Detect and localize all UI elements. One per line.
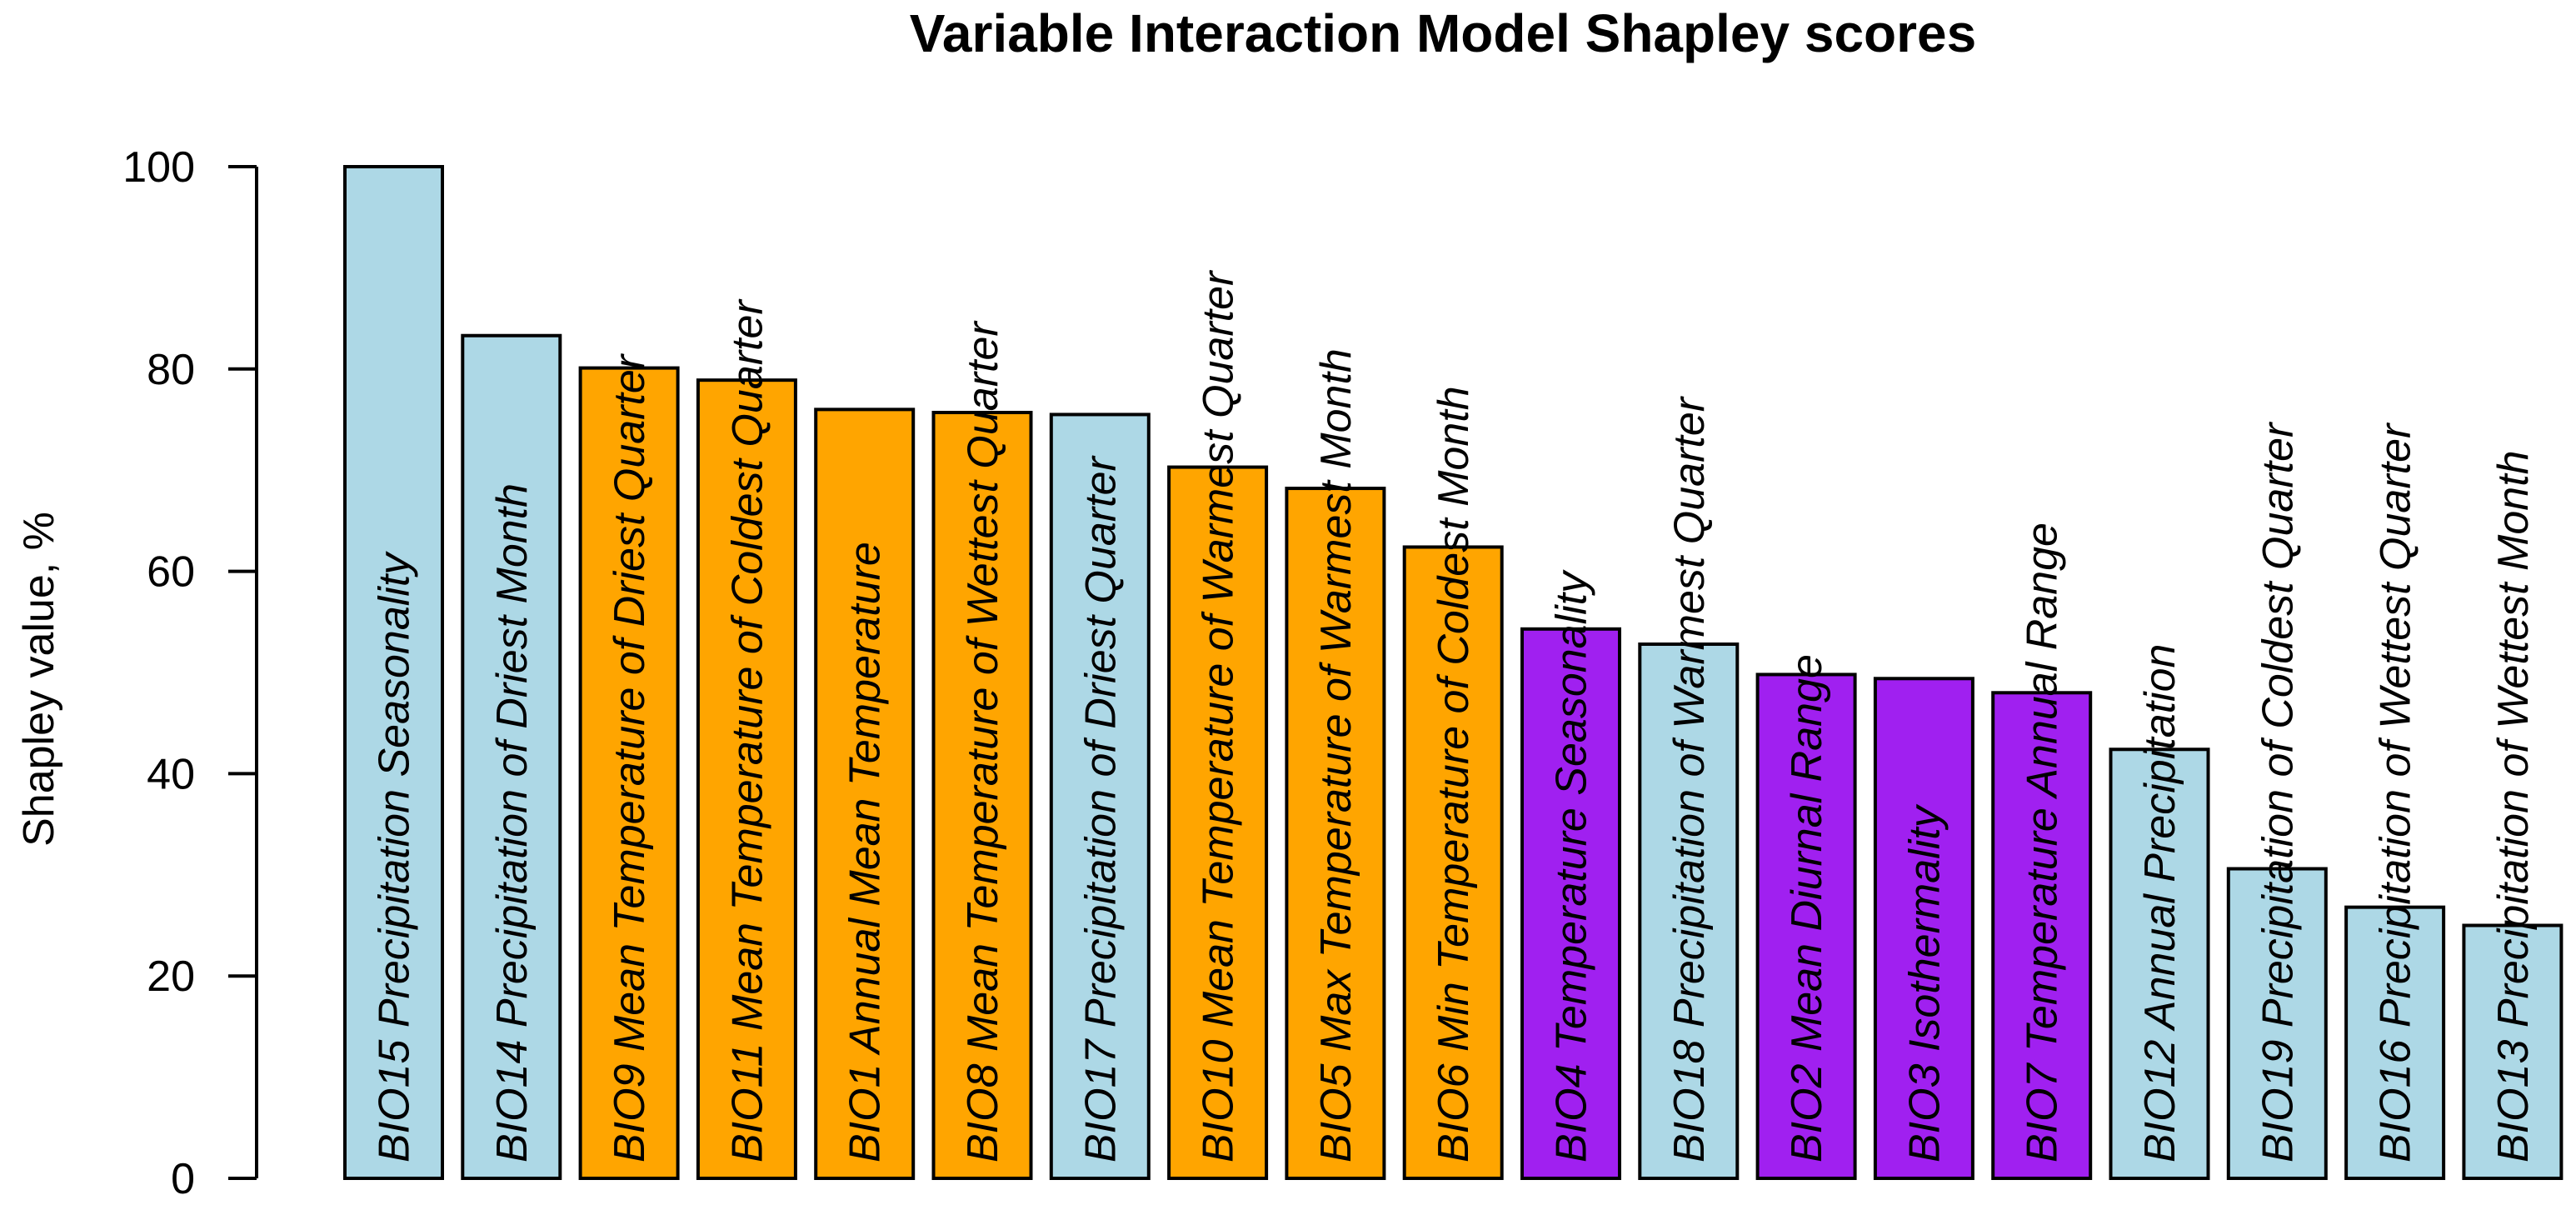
bar [814,408,916,1180]
bar-label: BIO18 Precipitation of Warmest Quarter [1665,395,1714,1162]
bar [1991,691,2093,1180]
bar [461,333,562,1181]
bar-label: BIO7 Temperature Annual Range [2019,522,2067,1162]
bar-label: BIO1 Annual Mean Temperature [841,542,890,1162]
y-tick-label: 60 [147,548,195,597]
bar [1873,677,1974,1180]
bar [1638,642,1740,1180]
chart-title: Variable Interaction Model Shapley score… [910,3,1976,63]
bar [2344,905,2446,1180]
bar [578,366,680,1180]
bar-label: BIO5 Max Temperature of Warmest Month [1312,348,1360,1162]
bar-label: BIO15 Precipitation Seasonality [371,551,419,1162]
bar-series [343,165,2564,1181]
bar-label: BIO16 Precipitation of Wettest Quarter [2372,422,2420,1162]
y-axis-ticks: 0 20 40 60 80 100 [122,143,257,1203]
bar [1520,627,1621,1180]
bar-label: BIO17 Precipitation of Driest Quarter [1076,455,1125,1162]
bar-label: BIO19 Precipitation of Coldest Quarter [2254,421,2302,1162]
bar [2226,867,2328,1180]
bar [1285,487,1386,1180]
bar [696,378,797,1180]
bar [1402,545,1504,1180]
bar-label: BIO9 Mean Temperature of Driest Quarter [606,352,654,1162]
bar-label: BIO3 Isothermality [1900,803,1949,1162]
bar-label: BIO11 Mean Temperature of Coldest Quarte… [723,298,771,1162]
bar-label: BIO2 Mean Diurnal Range [1783,654,1831,1162]
y-tick-label: 40 [147,750,195,798]
bar-label: BIO4 Temperature Seasonality [1548,569,1596,1162]
bar-label: BIO12 Annual Precipitation [2136,644,2184,1162]
bar [1049,412,1151,1180]
bar-label: BIO13 Precipitation of Wettest Month [2489,450,2538,1162]
bar-labels: BIO15 Precipitation Seasonality BIO14 Pre… [371,269,2538,1162]
bar-label: BIO6 Min Temperature of Coldest Month [1430,386,1478,1162]
y-tick-label: 80 [147,346,195,394]
y-tick-label: 0 [171,1155,195,1203]
bar [1755,672,1857,1180]
bar-label: BIO10 Mean Temperature of Warmest Quarte… [1195,269,1243,1162]
bar-label: BIO8 Mean Temperature of Wettest Quarter [959,320,1007,1162]
bar [931,411,1033,1180]
bar [1167,465,1269,1180]
bar [343,165,444,1180]
bar-label: BIO14 Precipitation of Driest Month [488,483,537,1162]
bar [2109,748,2210,1180]
y-tick-label: 100 [122,143,195,192]
y-axis-label: Shapley value, % [15,512,63,847]
y-tick-label: 20 [147,952,195,1001]
bar [2462,923,2564,1180]
